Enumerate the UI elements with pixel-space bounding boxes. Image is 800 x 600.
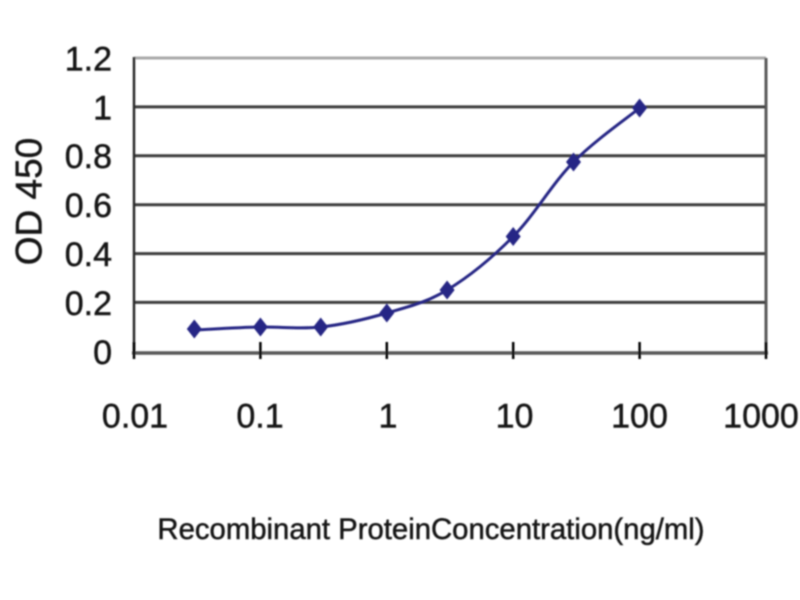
svg-text:1: 1 bbox=[379, 398, 398, 436]
svg-text:0.6: 0.6 bbox=[65, 187, 112, 225]
svg-text:0.2: 0.2 bbox=[65, 285, 112, 323]
svg-text:0.8: 0.8 bbox=[65, 138, 112, 176]
svg-text:Recombinant ProteinConcentrati: Recombinant ProteinConcentration(ng/ml) bbox=[157, 513, 704, 546]
svg-text:0.4: 0.4 bbox=[65, 236, 112, 274]
svg-text:OD 450: OD 450 bbox=[9, 138, 50, 266]
svg-text:1000: 1000 bbox=[723, 398, 799, 436]
svg-text:10: 10 bbox=[496, 398, 534, 436]
svg-text:0.01: 0.01 bbox=[102, 398, 168, 436]
svg-text:0: 0 bbox=[93, 334, 112, 372]
svg-text:100: 100 bbox=[611, 398, 668, 436]
svg-text:1: 1 bbox=[93, 89, 112, 127]
svg-text:1.2: 1.2 bbox=[65, 40, 112, 78]
svg-text:0.1: 0.1 bbox=[236, 398, 283, 436]
